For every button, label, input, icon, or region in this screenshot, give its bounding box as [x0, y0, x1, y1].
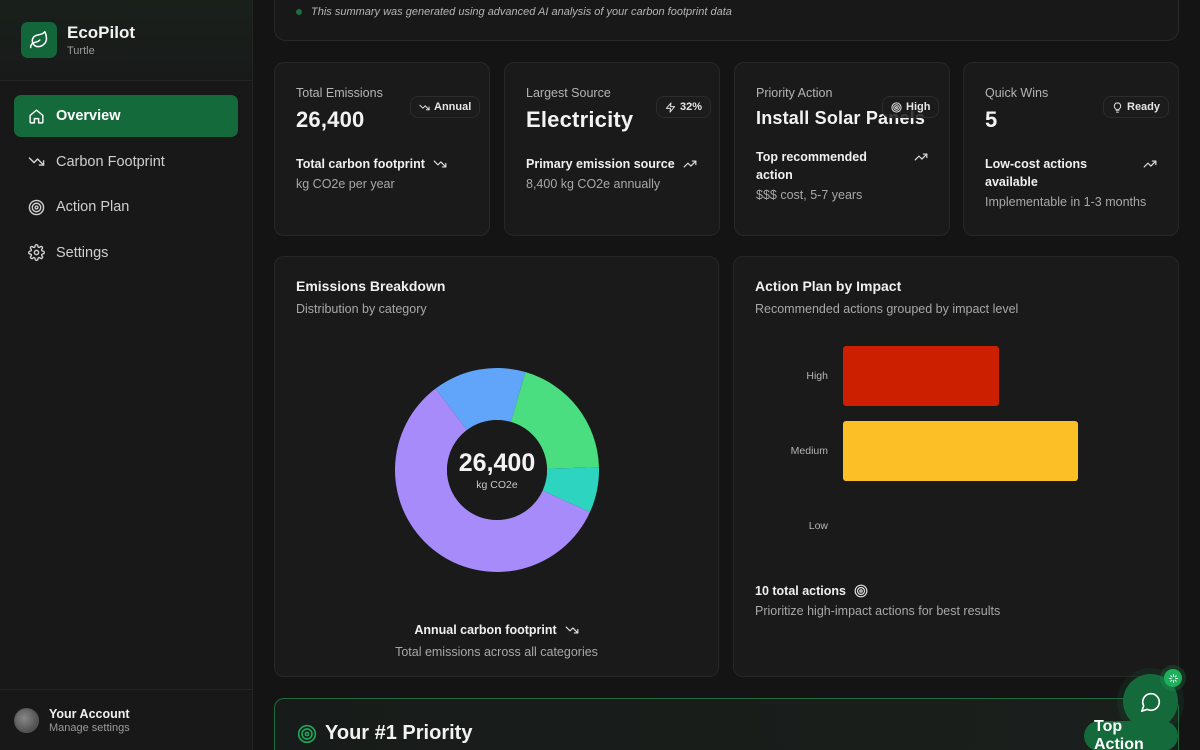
panel-subtitle: Distribution by category [296, 302, 427, 316]
trending-down-icon [433, 160, 447, 168]
sidebar-item-action-plan[interactable]: Action Plan [14, 186, 238, 228]
donut-slice[interactable] [395, 388, 590, 572]
donut-slice[interactable] [542, 467, 599, 513]
stat-subtext: kg CO2e per year [296, 177, 395, 191]
main-content: This summary was generated using advance… [254, 0, 1200, 750]
donut-footer-title: Annual carbon footprint [414, 623, 557, 637]
brand-header: EcoPilot Turtle [0, 0, 252, 81]
stat-description: Primary emission source [526, 157, 675, 171]
sidebar: EcoPilot Turtle Overview Carbon Footprin… [0, 0, 253, 750]
bar-category-label: High [806, 370, 828, 382]
stat-label: Largest Source [526, 86, 611, 100]
impact-bar-chart: High Medium Low [734, 346, 1178, 576]
ai-summary-card: This summary was generated using advance… [274, 0, 1179, 41]
stat-subtext: 8,400 kg CO2e annually [526, 177, 661, 191]
top-priority-card: Your #1 Priority Top Action [274, 698, 1179, 750]
leaf-logo-icon [21, 22, 57, 58]
app-subtitle: Turtle [67, 45, 95, 57]
stat-card-total-emissions: Total Emissions 26,400 Total carbon foot… [274, 62, 490, 236]
trending-down-icon [28, 157, 45, 166]
stat-label: Total Emissions [296, 86, 383, 100]
sidebar-item-label: Settings [56, 244, 109, 261]
total-actions-label: 10 total actions [755, 584, 846, 598]
stat-description: Top recommended action [756, 150, 867, 182]
sidebar-item-label: Overview [56, 108, 121, 124]
impact-bar-high[interactable] [843, 346, 1000, 406]
panel-title: Emissions Breakdown [296, 278, 446, 294]
stat-label: Priority Action [756, 86, 833, 100]
annual-badge: Annual [410, 96, 481, 118]
sidebar-item-label: Carbon Footprint [56, 153, 165, 170]
chat-bubble-icon [1140, 692, 1160, 712]
account-menu[interactable]: Your Account Manage settings [0, 689, 253, 750]
stat-description: Total carbon footprint [296, 157, 425, 171]
home-icon [29, 108, 44, 124]
action-plan-impact-panel: Action Plan by Impact Recommended action… [733, 256, 1179, 677]
target-icon [854, 584, 868, 598]
donut-center-unit: kg CO2e [476, 479, 518, 491]
lightbulb-icon [1113, 101, 1122, 113]
donut-svg [395, 368, 599, 572]
account-name: Your Account [49, 706, 130, 721]
sparkle-icon [1164, 669, 1182, 687]
gear-icon [28, 244, 45, 261]
donut-slice[interactable] [435, 368, 526, 431]
lightning-icon [665, 101, 676, 113]
target-icon [891, 101, 902, 113]
donut-footer-subtitle: Total emissions across all categories [395, 645, 598, 659]
stat-description: Low-cost actions available [985, 157, 1088, 189]
sidebar-item-overview[interactable]: Overview [14, 95, 238, 137]
target-icon [297, 724, 317, 743]
stat-label: Quick Wins [985, 86, 1049, 100]
trending-up-icon [914, 153, 928, 161]
stat-value: 5 [985, 107, 998, 132]
panel-subtitle: Recommended actions grouped by impact le… [755, 302, 1019, 316]
sidebar-item-settings[interactable]: Settings [14, 232, 238, 274]
stat-value: 26,400 [296, 107, 365, 132]
sidebar-item-label: Action Plan [56, 199, 130, 215]
donut-slice[interactable] [510, 372, 599, 469]
impact-bar-row: Medium [734, 421, 1178, 481]
target-icon [28, 199, 45, 215]
stat-subtext: $$$ cost, 5-7 years [756, 188, 863, 202]
bar-category-label: Low [808, 520, 828, 532]
trending-down-icon [565, 626, 579, 634]
trending-up-icon [683, 160, 697, 168]
avatar [14, 707, 39, 733]
priority-badge: High [882, 96, 940, 118]
trending-up-icon [1143, 160, 1157, 168]
emissions-breakdown-panel: Emissions Breakdown Distribution by cate… [274, 256, 719, 677]
stat-value: Electricity [526, 107, 634, 132]
impact-bar-medium[interactable] [843, 421, 1078, 481]
stat-card-quick-wins: Quick Wins 5 Low-cost actions available … [963, 62, 1179, 236]
impact-bar-row: High [734, 346, 1178, 406]
impact-footer-subtitle: Prioritize high-impact actions for best … [755, 604, 1001, 618]
status-dot-icon [296, 9, 302, 15]
sidebar-item-carbon-footprint[interactable]: Carbon Footprint [14, 141, 238, 183]
stat-card-largest-source: Largest Source Electricity Primary emiss… [504, 62, 720, 236]
stat-card-priority-action: Priority Action Install Solar Panels Top… [734, 62, 950, 236]
impact-bar-row: Low [734, 496, 1178, 556]
panel-title: Action Plan by Impact [755, 278, 902, 294]
ready-badge: Ready [1103, 96, 1170, 118]
emissions-donut-chart[interactable]: 26,400 kg CO2e [395, 368, 599, 572]
percentage-badge: 32% [656, 96, 712, 118]
sidebar-nav: Overview Carbon Footprint Action Plan Se… [0, 81, 252, 291]
account-subtitle: Manage settings [49, 721, 130, 734]
ai-summary-note: This summary was generated using advance… [296, 6, 732, 18]
trending-down-icon [419, 104, 430, 110]
priority-title: Your #1 Priority [325, 722, 473, 744]
app-name: EcoPilot [67, 23, 136, 42]
bar-category-label: Medium [790, 445, 828, 457]
stat-subtext: Implementable in 1-3 months [985, 195, 1147, 209]
donut-center-value: 26,400 [458, 449, 536, 477]
